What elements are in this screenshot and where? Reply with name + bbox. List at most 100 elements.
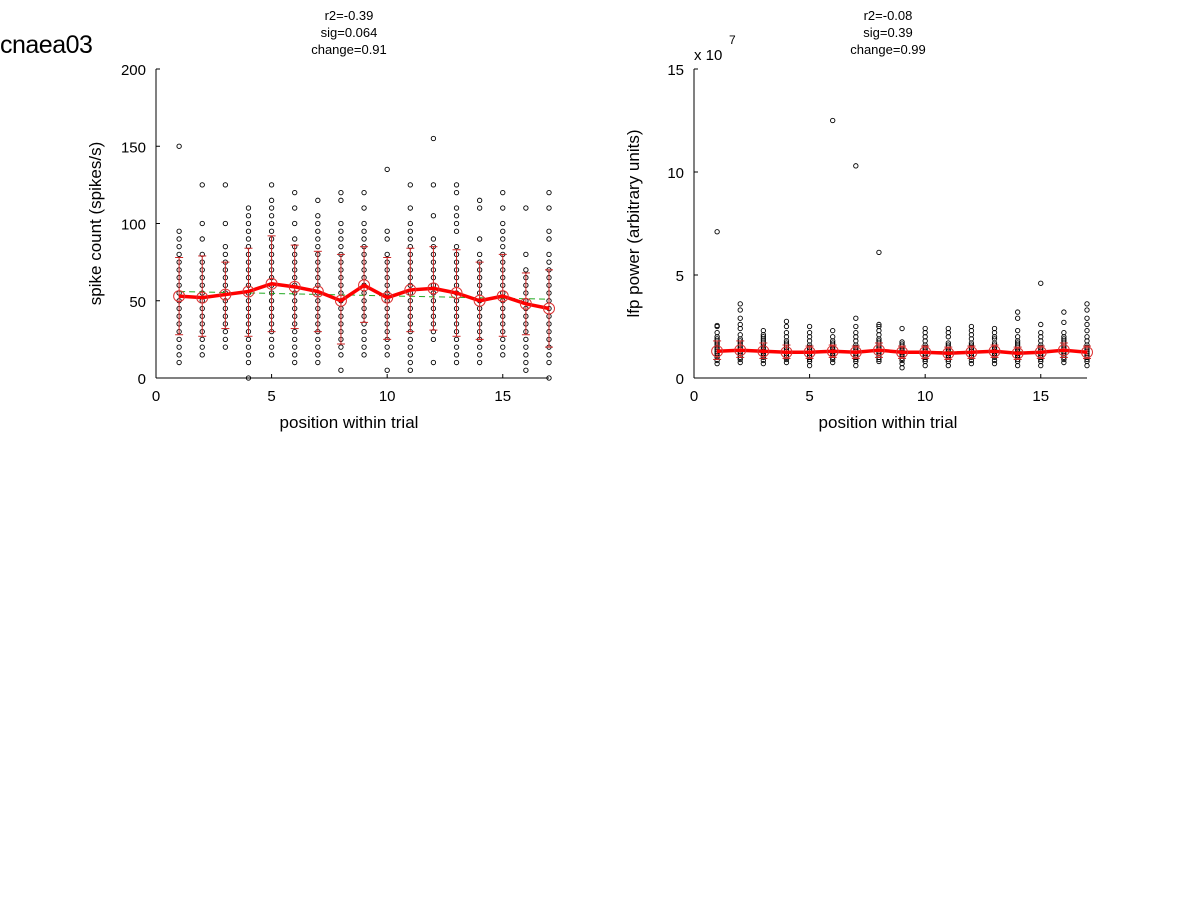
data-point xyxy=(338,228,344,234)
mean-marker xyxy=(734,344,747,357)
data-point xyxy=(268,182,275,188)
mean-marker xyxy=(896,346,909,359)
x-axis-label: position within trial xyxy=(819,413,958,432)
data-point xyxy=(407,359,413,366)
data-point xyxy=(945,340,951,346)
x-tick-label: 0 xyxy=(152,388,160,405)
data-point xyxy=(737,359,743,366)
y-axis-label: lfp power (arbitrary units) xyxy=(624,129,643,317)
data-point xyxy=(523,267,529,273)
mean-marker xyxy=(1011,347,1024,360)
data-point xyxy=(783,359,790,366)
data-point xyxy=(523,367,529,373)
data-point xyxy=(430,236,437,242)
data-point xyxy=(268,336,275,343)
data-point xyxy=(315,359,321,366)
data-point xyxy=(714,322,720,329)
data-point xyxy=(500,236,506,242)
data-point xyxy=(315,336,321,343)
data-point xyxy=(737,321,743,328)
data-point xyxy=(783,330,790,336)
data-point xyxy=(783,323,790,330)
mean-marker xyxy=(1057,344,1070,357)
y-tick-label: 200 xyxy=(121,62,146,79)
data-point xyxy=(546,375,552,381)
data-point xyxy=(268,220,275,227)
data-point xyxy=(453,220,460,227)
mean-marker xyxy=(288,280,301,293)
data-point xyxy=(453,228,460,234)
data-point xyxy=(407,228,413,234)
data-point xyxy=(899,339,905,345)
data-point xyxy=(407,352,413,358)
y-tick-label: 0 xyxy=(138,371,146,388)
data-point xyxy=(500,205,506,211)
data-point xyxy=(245,220,252,227)
data-point xyxy=(199,344,205,350)
data-point xyxy=(453,205,460,211)
data-point xyxy=(737,307,743,313)
data-point xyxy=(500,352,506,358)
data-point xyxy=(315,197,321,203)
data-point xyxy=(268,213,275,219)
data-point xyxy=(176,359,182,366)
data-point xyxy=(737,332,743,338)
data-point xyxy=(806,323,813,330)
data-point xyxy=(245,344,252,350)
data-point xyxy=(407,220,413,227)
data-point xyxy=(523,359,529,366)
stat-line: sig=0.064 xyxy=(321,25,378,40)
mean-marker xyxy=(173,290,186,303)
data-point xyxy=(245,236,252,242)
mean-marker xyxy=(543,302,555,315)
data-point xyxy=(500,228,506,234)
data-point xyxy=(476,352,483,358)
data-point xyxy=(361,336,367,343)
data-point xyxy=(361,344,367,350)
data-point xyxy=(714,229,720,235)
mean-marker xyxy=(803,346,816,359)
data-point xyxy=(199,182,205,188)
data-point xyxy=(361,228,367,234)
data-point xyxy=(338,189,344,196)
data-point xyxy=(315,228,321,234)
data-point xyxy=(430,213,437,219)
data-point xyxy=(292,205,298,211)
data-point xyxy=(523,251,529,258)
y-tick-label: 10 xyxy=(667,165,684,182)
data-point xyxy=(199,352,205,358)
exponent-power: 7 xyxy=(729,33,736,47)
data-point xyxy=(222,244,229,250)
data-point xyxy=(315,352,321,358)
data-point xyxy=(453,182,460,188)
data-point xyxy=(453,244,460,250)
data-point xyxy=(176,244,182,250)
data-point xyxy=(199,220,205,227)
data-point xyxy=(292,236,298,242)
data-point xyxy=(384,236,390,242)
x-tick-label: 5 xyxy=(805,388,813,405)
y-tick-label: 5 xyxy=(676,268,684,285)
data-point xyxy=(292,328,298,335)
data-point xyxy=(245,205,252,211)
data-point xyxy=(407,367,413,373)
data-point xyxy=(500,344,506,350)
data-point xyxy=(546,359,552,366)
data-point xyxy=(338,236,344,242)
data-point xyxy=(899,325,905,332)
mean-marker xyxy=(242,285,255,298)
data-point xyxy=(222,336,229,343)
mean-marker xyxy=(496,290,509,303)
mean-marker xyxy=(942,347,955,360)
mean-line xyxy=(179,282,550,311)
data-point xyxy=(453,352,460,358)
data-point xyxy=(476,251,483,258)
data-point xyxy=(453,359,460,366)
data-point xyxy=(1038,321,1044,328)
data-point xyxy=(991,360,998,367)
data-point xyxy=(1014,315,1021,321)
data-point xyxy=(315,344,321,350)
data-point xyxy=(523,336,529,343)
mean-marker xyxy=(473,294,486,307)
